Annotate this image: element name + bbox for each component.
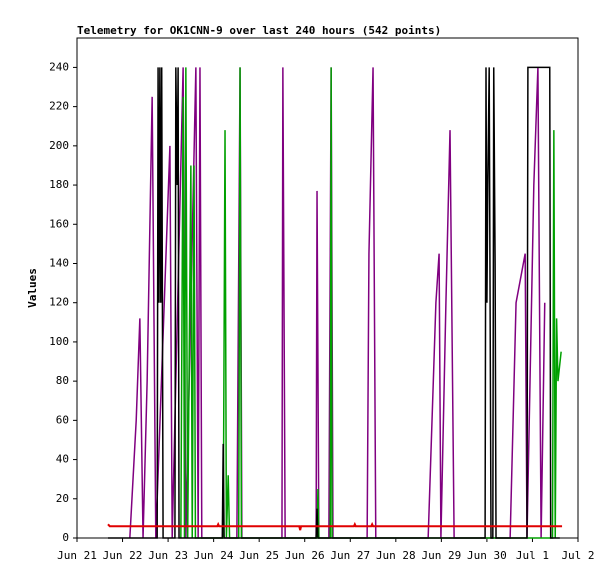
y-tick-label: 180 [49,178,69,191]
chart-title: Telemetry for OK1CNN-9 over last 240 hou… [77,24,441,37]
y-tick-label: 120 [49,296,69,309]
x-tick-label: Jun 23 [148,549,188,562]
x-tick-label: Jun 30 [467,549,507,562]
x-tick-label: Jun 29 [421,549,461,562]
y-axis-label: Values [26,268,39,308]
x-tick-label: Jun 27 [330,549,370,562]
x-tick-label: Jun 26 [285,549,325,562]
series-line [107,66,560,539]
series-line [107,521,563,531]
x-tick-label: Jun 28 [376,549,416,562]
y-tick-label: 140 [49,256,69,269]
y-tick-label: 240 [49,60,69,73]
y-tick-label: 80 [56,374,69,387]
x-tick-label: Jul 2 [561,549,594,562]
x-tick-label: Jun 25 [239,549,279,562]
y-tick-label: 100 [49,335,69,348]
y-tick-label: 0 [62,531,69,544]
y-tick-label: 60 [56,413,69,426]
y-tick-label: 200 [49,139,69,152]
x-tick-label: Jun 22 [103,549,143,562]
y-tick-label: 160 [49,217,69,230]
x-tick-label: Jul 1 [516,549,549,562]
x-tick-label: Jun 21 [57,549,97,562]
x-tick-label: Jun 24 [194,549,234,562]
y-tick-label: 40 [56,453,69,466]
y-tick-label: 220 [49,100,69,113]
y-tick-label: 20 [56,492,69,505]
